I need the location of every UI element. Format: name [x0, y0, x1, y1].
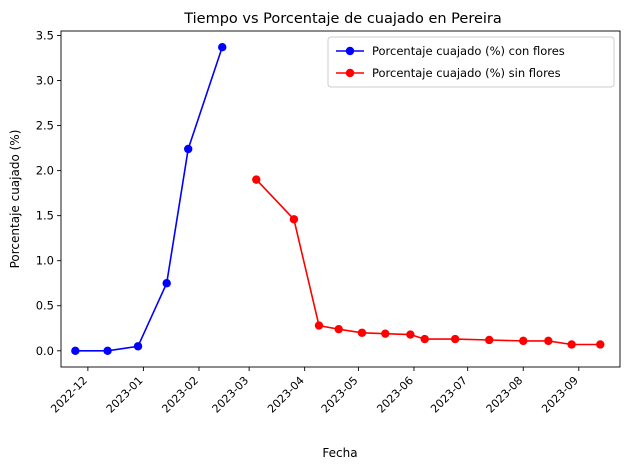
chart-title: Tiempo vs Porcentaje de cuajado en Perei…: [183, 11, 502, 27]
y-axis-label: Porcentaje cuajado (%): [8, 130, 22, 269]
data-point: [596, 340, 605, 349]
data-point: [519, 336, 528, 346]
x-tick-label: 2023-09: [539, 374, 581, 416]
data-point: [381, 329, 390, 338]
plot-area: [60, 30, 621, 368]
x-tick-label: 2023-05: [319, 374, 361, 416]
y-tick-label: 2.5: [36, 119, 54, 133]
series-line-1: [75, 46, 223, 352]
legend-swatch-marker: [345, 46, 355, 56]
series-line-2: [255, 179, 601, 346]
data-point: [184, 144, 193, 154]
legend-box: [327, 36, 615, 88]
series-lines: [75, 46, 601, 352]
data-point: [567, 340, 576, 349]
y-tick-label: 0.5: [36, 299, 54, 313]
x-tick-label: 2023-02: [159, 374, 201, 416]
y-axis: 0.0 0.5 1.0 1.5 2.0 2.5 3.0 3.5: [36, 29, 61, 358]
legend-swatch-marker: [345, 68, 355, 78]
y-tick-label: 0.0: [36, 344, 54, 358]
data-point: [289, 215, 299, 224]
data-point: [103, 346, 112, 355]
data-point: [420, 334, 429, 344]
data-point: [218, 43, 227, 52]
x-axis: 2022-12 2023-01 2023-02 2023-03 2023-04 2023-…: [48, 367, 581, 416]
data-point: [406, 330, 415, 339]
x-axis-label: Fecha: [322, 446, 357, 460]
x-tick-label: 2023-06: [374, 374, 416, 416]
x-tick-label: 2022-12: [48, 374, 90, 416]
data-point: [334, 324, 343, 334]
x-tick-label: 2023-01: [104, 374, 146, 416]
x-tick-label: 2023-04: [265, 374, 307, 416]
data-point: [314, 321, 324, 330]
data-point: [162, 279, 171, 288]
x-tick-label: 2023-03: [210, 374, 252, 416]
y-tick-label: 2.0: [36, 164, 54, 178]
legend: Porcentaje cuajado (%) con flores Porcent…: [327, 36, 615, 88]
y-tick-label: 1.0: [36, 254, 54, 268]
x-tick-label: 2023-07: [428, 374, 470, 416]
data-point: [133, 342, 143, 351]
legend-label: Porcentaje cuajado (%) sin flores: [372, 66, 561, 80]
data-point: [485, 335, 494, 345]
legend-label: Porcentaje cuajado (%) con flores: [372, 44, 565, 58]
y-tick-label: 3.5: [36, 29, 54, 43]
y-tick-label: 1.5: [36, 209, 54, 223]
data-point: [544, 336, 553, 346]
y-tick-label: 3.0: [36, 74, 54, 88]
data-point: [252, 175, 261, 184]
x-tick-label: 2023-08: [484, 374, 526, 416]
data-point: [71, 346, 80, 355]
data-point: [450, 334, 460, 344]
series-markers: [71, 43, 605, 355]
data-point: [357, 328, 367, 337]
